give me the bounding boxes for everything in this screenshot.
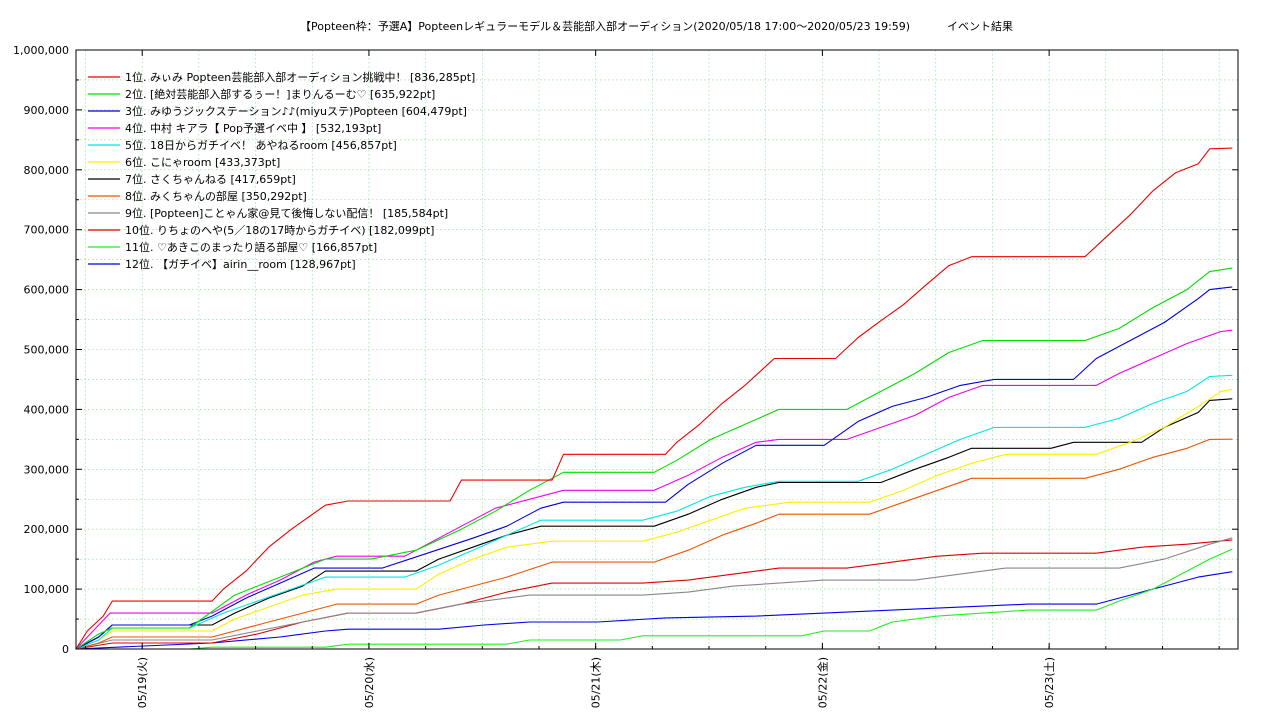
chart-subtitle: イベント結果 <box>947 19 1013 33</box>
x-tick-label: 05/22(金) <box>815 657 829 708</box>
y-axis: 0 100,000 200,000 300,000 400,000 500,000 600,… <box>13 44 1238 656</box>
series-line-6 <box>75 388 1233 650</box>
legend-entry: 2位. [絶対芸能部入部するぅー！]まりんるーむ♡ [635,922pt] <box>125 87 435 101</box>
y-tick-label: 600,000 <box>24 284 70 297</box>
legend-entry: 12位. 【ガチイベ】airin__room [128,967pt] <box>125 257 356 271</box>
x-tick-label: 05/23(土) <box>1043 657 1056 708</box>
legend-entry: 3位. みゆうジックステーション♪♪(miyuステ)Popteen [604,4… <box>125 104 467 118</box>
legend-entry: 9位. [Popteen]ことゃん家@見て後悔しない配信！ [185,584pt… <box>125 206 448 220</box>
y-tick-label: 0 <box>62 643 69 656</box>
legend-entry: 4位. 中村 キアラ【 Pop予選イベ中 】 [532,193pt] <box>125 121 381 135</box>
y-tick-label: 800,000 <box>24 164 70 177</box>
legend-entry: 1位. みぃみ Popteen芸能部入部オーディション挑戦中！ [836,285… <box>125 70 475 84</box>
x-tick-label: 05/20(水) <box>363 657 376 708</box>
legend: 1位. みぃみ Popteen芸能部入部オーディション挑戦中！ [836,285… <box>88 70 475 271</box>
series-line-11 <box>76 548 1233 650</box>
series-line-8 <box>75 438 1233 650</box>
y-tick-label: 700,000 <box>24 224 70 237</box>
series-line-1 <box>75 147 1233 650</box>
x-axis: 05/19(火) 05/20(水) 05/21(木) 05/22(金) 05/23(土) <box>85 50 1220 708</box>
series-line-2 <box>75 267 1233 650</box>
legend-entry: 10位. りちょのへや(5／18の17時からガチイベ) [182,099pt] <box>125 223 434 237</box>
x-tick-label: 05/21(木) <box>590 657 603 708</box>
series-line-12 <box>75 571 1233 650</box>
legend-entry: 5位. 18日からガチイベ！ あやねるroom [456,857pt] <box>125 138 397 152</box>
plot-series <box>75 147 1233 650</box>
legend-entry: 7位. さくちゃんねる [417,659pt] <box>125 172 296 186</box>
y-tick-label: 200,000 <box>24 523 70 536</box>
y-tick-label: 500,000 <box>24 344 70 357</box>
series-line-3 <box>75 286 1233 650</box>
y-tick-label: 400,000 <box>24 403 70 416</box>
legend-entry: 8位. みくちゃんの部屋 [350,292pt] <box>125 189 307 203</box>
y-tick-label: 900,000 <box>24 104 70 117</box>
legend-entry: 11位. ♡あきこのまったり語る部屋♡ [166,857pt] <box>125 240 377 254</box>
series-line-4 <box>75 329 1233 650</box>
y-tick-label: 1,000,000 <box>13 44 69 57</box>
series-line-10 <box>75 539 1233 650</box>
series-line-9 <box>75 537 1233 650</box>
x-tick-label: 05/19(火) <box>136 657 149 708</box>
y-tick-label: 100,000 <box>24 583 70 596</box>
series-line-5 <box>75 374 1233 650</box>
y-tick-label: 300,000 <box>24 463 70 476</box>
chart-title: 【Popteen枠：予選A】Popteenレギュラーモデル＆芸能部入部オーディシ… <box>300 19 910 33</box>
legend-entry: 6位. こにゃroom [433,373pt] <box>125 155 280 169</box>
series-line-7 <box>75 398 1233 650</box>
